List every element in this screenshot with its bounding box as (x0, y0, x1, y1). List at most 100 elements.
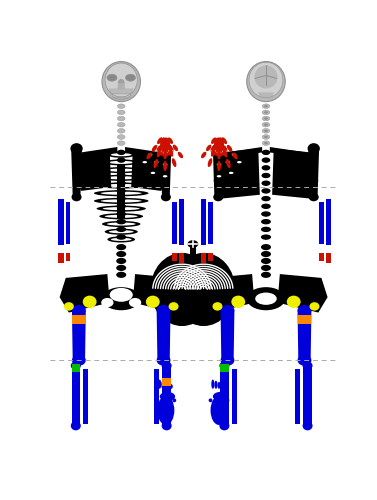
Ellipse shape (148, 154, 152, 156)
Ellipse shape (164, 382, 167, 389)
Ellipse shape (111, 153, 132, 156)
Ellipse shape (247, 62, 285, 102)
Polygon shape (133, 274, 183, 312)
Ellipse shape (110, 288, 133, 302)
Ellipse shape (64, 302, 74, 310)
Ellipse shape (166, 138, 170, 146)
Ellipse shape (303, 421, 313, 430)
Ellipse shape (83, 296, 97, 308)
Ellipse shape (177, 152, 182, 155)
Ellipse shape (116, 265, 126, 271)
Ellipse shape (117, 165, 126, 170)
Ellipse shape (262, 173, 270, 178)
Ellipse shape (261, 251, 271, 257)
Ellipse shape (262, 150, 270, 155)
Ellipse shape (163, 149, 167, 160)
Ellipse shape (163, 138, 167, 147)
Bar (72, 364, 80, 372)
Ellipse shape (97, 206, 146, 212)
Ellipse shape (261, 204, 271, 209)
Ellipse shape (126, 75, 135, 80)
Ellipse shape (172, 160, 176, 162)
Bar (297, 315, 311, 324)
Ellipse shape (264, 111, 268, 114)
Ellipse shape (72, 355, 86, 366)
Bar (201, 198, 206, 245)
Ellipse shape (117, 116, 125, 121)
Ellipse shape (182, 160, 187, 162)
Ellipse shape (169, 148, 173, 156)
Ellipse shape (219, 362, 229, 370)
Bar (162, 378, 171, 386)
Ellipse shape (303, 362, 313, 370)
Ellipse shape (310, 302, 319, 310)
Ellipse shape (219, 421, 229, 430)
Ellipse shape (297, 355, 311, 366)
Ellipse shape (160, 138, 165, 146)
Ellipse shape (117, 173, 126, 178)
Ellipse shape (116, 212, 126, 216)
Ellipse shape (101, 192, 142, 195)
Ellipse shape (152, 145, 157, 152)
Ellipse shape (173, 144, 178, 151)
Ellipse shape (208, 158, 212, 167)
Ellipse shape (264, 130, 268, 132)
Ellipse shape (97, 182, 146, 188)
Polygon shape (161, 148, 171, 197)
Ellipse shape (168, 150, 173, 152)
Ellipse shape (72, 305, 86, 316)
Bar (179, 254, 184, 262)
Ellipse shape (146, 152, 152, 160)
Ellipse shape (146, 296, 160, 308)
Ellipse shape (117, 150, 126, 155)
Ellipse shape (116, 219, 126, 224)
Ellipse shape (197, 160, 202, 162)
Ellipse shape (116, 251, 126, 257)
Ellipse shape (157, 148, 161, 158)
Ellipse shape (232, 154, 236, 156)
Ellipse shape (117, 158, 126, 163)
Ellipse shape (102, 167, 141, 173)
Ellipse shape (208, 398, 213, 402)
Ellipse shape (262, 110, 270, 114)
Ellipse shape (172, 146, 177, 148)
Ellipse shape (155, 398, 159, 402)
Ellipse shape (163, 161, 167, 171)
Ellipse shape (247, 287, 285, 310)
Bar (172, 254, 177, 261)
Ellipse shape (105, 160, 138, 166)
Ellipse shape (262, 128, 270, 133)
Ellipse shape (226, 159, 231, 168)
Bar (220, 364, 228, 372)
Ellipse shape (213, 392, 228, 401)
Bar (295, 369, 300, 424)
Ellipse shape (231, 296, 245, 308)
Ellipse shape (229, 172, 233, 174)
Ellipse shape (264, 118, 268, 120)
Ellipse shape (175, 170, 179, 172)
Ellipse shape (223, 384, 226, 389)
Ellipse shape (109, 161, 133, 164)
Ellipse shape (217, 149, 221, 160)
Bar (319, 202, 324, 244)
Ellipse shape (264, 228, 268, 232)
Ellipse shape (214, 138, 219, 146)
Ellipse shape (108, 75, 116, 80)
Ellipse shape (262, 134, 270, 140)
Polygon shape (60, 274, 110, 312)
Ellipse shape (111, 238, 132, 241)
Ellipse shape (308, 143, 320, 154)
Ellipse shape (254, 66, 277, 88)
Ellipse shape (117, 110, 125, 114)
Ellipse shape (116, 196, 126, 202)
Ellipse shape (70, 143, 83, 154)
Polygon shape (308, 148, 319, 197)
Ellipse shape (116, 244, 126, 250)
Ellipse shape (264, 206, 268, 208)
Ellipse shape (105, 228, 138, 235)
Ellipse shape (211, 150, 216, 152)
Ellipse shape (297, 305, 311, 316)
Ellipse shape (201, 152, 206, 158)
Ellipse shape (222, 138, 227, 144)
Ellipse shape (217, 164, 221, 166)
